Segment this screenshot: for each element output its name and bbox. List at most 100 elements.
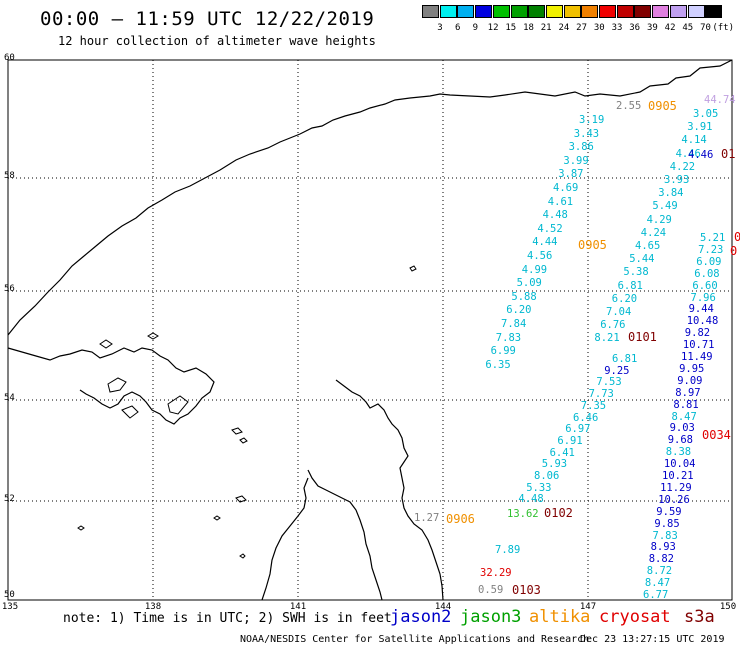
wave-height-value: 7.83 [652, 529, 678, 542]
wave-height-value: 5.09 [516, 277, 542, 290]
legend-tick-label: 24 [558, 23, 570, 33]
legend-tick-label: 36 [629, 23, 641, 33]
inner-coast [261, 477, 309, 601]
wave-height-value: 6.60 [692, 279, 718, 292]
small-islands [77, 265, 417, 559]
wave-height-value: 9.95 [679, 362, 705, 375]
lon-label-135: 135 [1, 602, 19, 612]
time-label-0034: 0034 [702, 428, 731, 442]
island [107, 377, 127, 393]
lat-label-50: 50 [4, 590, 15, 600]
wave-height-value: 4.52 [537, 222, 563, 235]
legend-tick-label: (ft) [712, 23, 735, 33]
legend-swatch [439, 5, 457, 18]
wave-height-value: 10.26 [658, 493, 690, 506]
time-label-0103: 0103 [512, 583, 541, 597]
wave-height-value: 4.99 [521, 263, 548, 276]
wave-height-value: 6.41 [549, 446, 575, 459]
lat-label-54: 54 [4, 393, 15, 403]
wave-height-value: 11.49 [681, 351, 713, 363]
wave-height-value: 4.48 [518, 493, 544, 506]
island [239, 553, 246, 559]
legend-swatch [475, 5, 493, 18]
wave-height-value: 3.91 [687, 121, 713, 134]
wave-height-value: 10.04 [663, 458, 696, 471]
wave-height-value: 8.93 [650, 541, 676, 554]
lat-label-60: 60 [4, 53, 15, 63]
lon-label-147: 147 [579, 602, 597, 612]
wave-value-top-gray: 2.55 [616, 100, 642, 112]
island [167, 395, 189, 415]
chart-title: 00:00 – 11:59 UTC 12/22/2019 [40, 8, 375, 30]
footer-note: note: 1) Time is in UTC; 2) SWH is in fe… [63, 611, 392, 626]
wave-height-value: 5.33 [526, 481, 552, 494]
wave-height-value: 3.84 [658, 187, 684, 200]
time-label-0905-top: 0905 [648, 99, 677, 113]
wave-height-value: 5.44 [629, 253, 655, 266]
island [77, 525, 85, 531]
wave-height-value: 3.99 [563, 154, 589, 167]
wave-height-value: 7.35 [580, 399, 607, 412]
time-label-0906: 0906 [446, 512, 475, 526]
wave-height-value: 8.47 [644, 577, 671, 590]
time-label-01: 01 [721, 147, 736, 161]
wave-height-value: 7.23 [698, 243, 724, 256]
time-label-0101: 0101 [628, 330, 657, 344]
wave-value-green: 13.62 [507, 508, 539, 520]
legend-swatch [545, 5, 563, 18]
lon-label-150: 150 [719, 602, 737, 612]
island [147, 332, 159, 340]
island [121, 405, 139, 419]
wave-value-extra-blue: 4.46 [688, 149, 714, 161]
wave-height-value: 11.29 [660, 481, 692, 494]
island [231, 427, 243, 435]
wave-height-value: 8.06 [534, 470, 560, 482]
wave-height-value: 6.20 [506, 304, 532, 317]
wave-height-value: 6.97 [565, 423, 591, 436]
wave-height-value: 8.82 [648, 553, 674, 566]
time-label-edge-1: 0 [734, 230, 740, 244]
wave-height-value: 9.68 [667, 434, 693, 447]
legend-swatch [687, 5, 705, 18]
legend-swatch [457, 5, 475, 18]
wave-height-value: 7.53 [596, 376, 622, 389]
chart-subtitle: 12 hour collection of altimeter wave hei… [58, 34, 376, 48]
legend-tick-label: 6 [454, 23, 461, 33]
wave-height-value: 5.21 [700, 232, 726, 244]
wave-height-value: 6.09 [696, 255, 722, 268]
lon-label-141: 141 [289, 602, 307, 612]
wave-height-value: 6.99 [490, 345, 516, 358]
legend-swatch [634, 5, 652, 18]
wave-height-value: 5.49 [652, 200, 678, 213]
wave-value-red-low: 32.29 [480, 567, 512, 579]
wave-height-value: 9.25 [604, 364, 630, 377]
island [409, 265, 417, 272]
peninsula-coastline [307, 469, 383, 601]
graticule [8, 60, 732, 600]
legend-tick-label: 33 [611, 23, 623, 33]
wave-height-value: 4.48 [542, 209, 568, 222]
legend-tick-label: 12 [487, 23, 499, 33]
wave-height-value: 3.19 [579, 114, 605, 126]
legend-tick-label: 18 [523, 23, 534, 33]
wave-value-top-lavender: 44.74 [704, 94, 736, 106]
legend-swatch [705, 5, 723, 18]
legend-swatch [422, 5, 439, 18]
timestamp: Dec 23 13:27:15 UTC 2019 [580, 634, 725, 645]
wave-height-value: 10.48 [686, 315, 719, 328]
wave-height-value: 7.04 [606, 306, 632, 318]
wave-height-value: 9.82 [684, 327, 711, 340]
island [99, 339, 113, 349]
legend-cryosat: cryosat [599, 607, 671, 627]
wave-height-value: 7.83 [495, 331, 522, 344]
wave-height-value: 8.38 [665, 446, 692, 459]
wave-height-value: 3.93 [664, 174, 690, 186]
lon-label-144: 144 [434, 602, 452, 612]
legend-tick-label: 3 [437, 23, 443, 33]
legend-tick-label: 39 [646, 23, 658, 33]
lat-label-58: 58 [4, 171, 15, 181]
wave-height-value: 4.29 [646, 213, 672, 226]
wave-height-value: 7.73 [588, 388, 614, 401]
lat-label-56: 56 [4, 284, 15, 294]
time-label-edge-2: 0 [730, 244, 738, 258]
